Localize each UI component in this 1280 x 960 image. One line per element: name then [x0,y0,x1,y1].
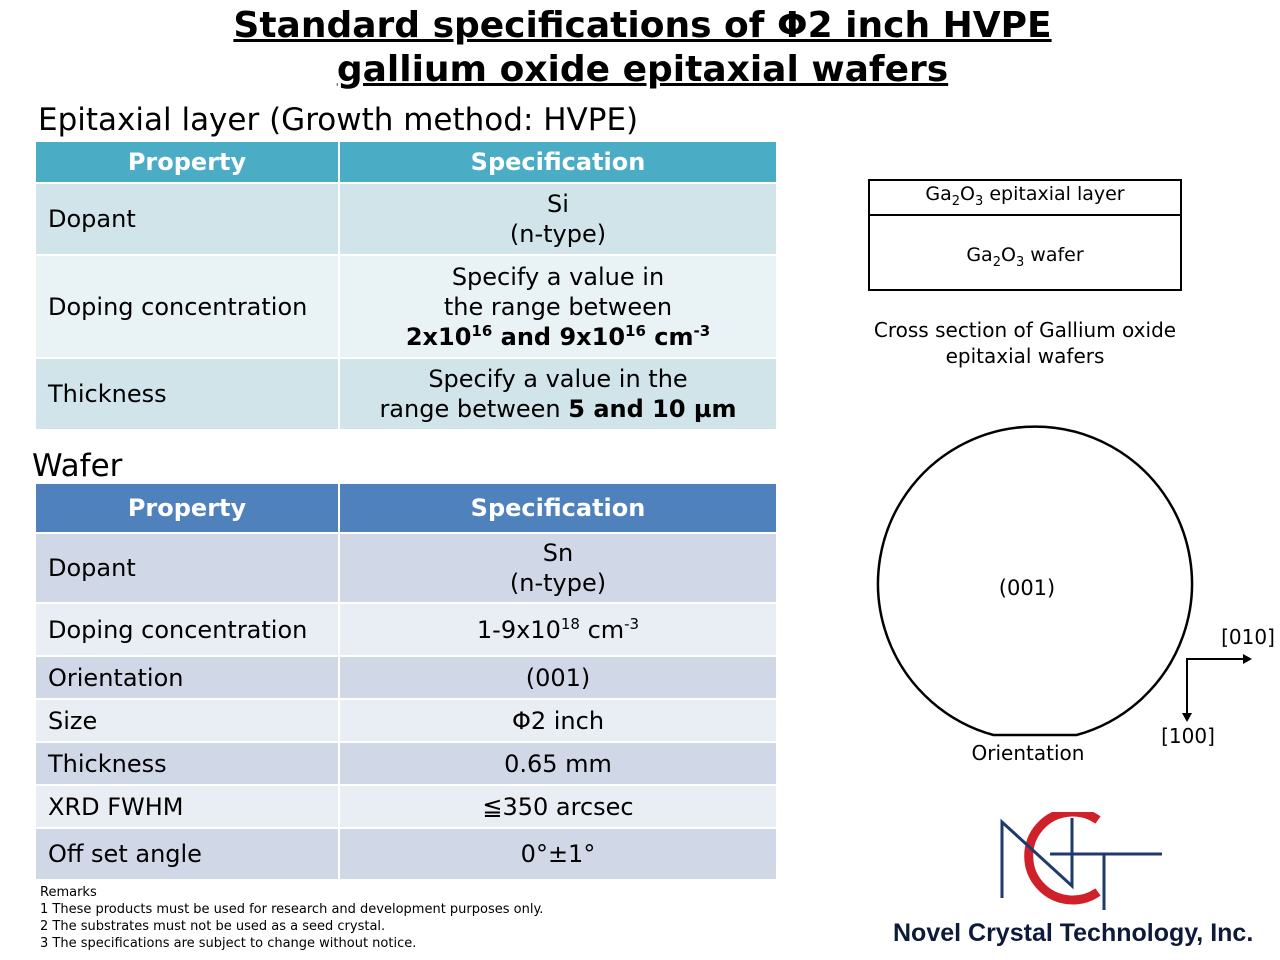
label-part: epitaxial layer [983,183,1125,205]
value-exponent: 16 [625,321,646,340]
table-row: Doping concentration 1-9x1018 cm-3 [34,602,778,657]
table-row: Dopant Si (n-type) [34,182,778,256]
row-label-size: Size [34,698,340,743]
company-logo-icon [1000,812,1162,910]
row-label-thickness: Thickness [34,357,340,431]
wafer-center-label: (001) [999,576,1055,600]
wafer-spec-table: Property Specification Dopant Sn (n-type… [34,482,778,881]
epitaxial-spec-table: Property Specification Dopant Si (n-type… [34,140,778,431]
value-range: 5 and 10 µm [568,395,737,423]
row-label-thickness: Thickness [34,741,340,786]
label-subscript: 2 [951,193,961,209]
value-range: 2x1016 and 9x1016 cm-3 [340,322,776,352]
row-label-doping-concentration: Doping concentration [34,254,340,359]
table-row: Thickness 0.65 mm [34,741,778,786]
table-row: Doping concentration Specify a value in … [34,254,778,359]
label-part: Ga [925,183,952,205]
axis-arrows [1182,654,1252,722]
value-line: range between 5 and 10 µm [340,394,776,424]
value-unit-exponent: -3 [693,321,711,340]
value-line: Specify a value in [451,262,665,291]
value-unit: cm [579,615,625,644]
value-line: Specify a value in the [428,365,688,393]
column-header-specification: Specification [338,482,778,534]
table-row: Thickness Specify a value in the range b… [34,357,778,431]
wafer-layer-label: Ga2O3 wafer [868,244,1182,269]
axis-100-label: [100] [1161,724,1215,748]
label-subscript: 3 [1015,254,1025,270]
axis-010-label: [010] [1221,625,1275,649]
value-line: (n-type) [509,569,607,597]
table-row: Size Φ2 inch [34,698,778,743]
row-label-dopant: Dopant [34,182,340,256]
row-label-xrd-fwhm: XRD FWHM [34,784,340,829]
page-title: Standard specifications of Φ2 inch HVPE … [0,4,1280,92]
column-header-specification: Specification [338,140,778,184]
row-value-off-set-angle: 0°±1° [338,827,778,881]
table-row: Orientation (001) [34,655,778,700]
value-part: and 9x10 [492,322,626,351]
row-label-orientation: Orientation [34,655,340,700]
remark-item: 3 The specifications are subject to chan… [40,936,417,951]
remarks-title: Remarks [40,885,97,900]
value-line: Sn [542,539,574,567]
value-unit: cm [645,322,694,351]
remarks: Remarks 1 These products must be used fo… [40,884,543,952]
label-part: wafer [1024,244,1084,266]
row-value-dopant: Sn (n-type) [338,532,778,604]
wafer-orientation-diagram: (001) Orientation [010] [100] [876,425,1275,765]
value-unit-exponent: -3 [624,614,640,633]
row-value-thickness: Specify a value in the range between 5 a… [338,357,778,431]
row-value-doping-concentration: Specify a value in the range between 2x1… [338,254,778,359]
row-value-thickness: 0.65 mm [338,741,778,786]
value-part: 1-9x10 [476,615,561,644]
row-value-size: Φ2 inch [338,698,778,743]
table-row: Off set angle 0°±1° [34,827,778,881]
table-header-row: Property Specification [34,140,778,184]
label-part: O [960,183,976,205]
table-row: XRD FWHM ≦350 arcsec [34,784,778,829]
epitaxial-layer-label: Ga2O3 epitaxial layer [868,183,1182,208]
epitaxial-layer-heading: Epitaxial layer (Growth method: HVPE) [38,102,639,138]
wafer-heading: Wafer [32,448,123,484]
row-value-doping-concentration: 1-9x1018 cm-3 [338,602,778,657]
caption-line: epitaxial wafers [945,344,1105,368]
arrow-down-icon [1182,713,1192,722]
caption-line: Cross section of Gallium oxide [873,318,1177,342]
label-subscript: 3 [975,193,984,209]
label-part: Ga [966,244,993,266]
row-value-orientation: (001) [338,655,778,700]
row-value-xrd-fwhm: ≦350 arcsec [338,784,778,829]
value-exponent: 18 [560,614,580,633]
value-exponent: 16 [471,321,493,340]
value-line: the range between [443,292,673,321]
row-label-off-set-angle: Off set angle [34,827,340,881]
label-subscript: 2 [992,254,1001,270]
table-row: Dopant Sn (n-type) [34,532,778,604]
value-line: Si [547,190,569,218]
value-part: range between [379,395,569,423]
company-name: Novel Crystal Technology, Inc. [893,919,1254,947]
arrow-right-icon [1243,654,1252,664]
row-label-doping-concentration: Doping concentration [34,602,340,657]
wafer-outline [876,425,1194,737]
value-part: 2x10 [405,322,472,351]
row-value-dopant: Si (n-type) [338,182,778,256]
row-label-dopant: Dopant [34,532,340,604]
cross-section-outline [868,179,1182,291]
orientation-flat-label: Orientation [972,741,1085,765]
title-line-1: Standard specifications of Φ2 inch HVPE [233,5,1052,46]
table-header-row: Property Specification [34,482,778,534]
remark-item: 1 These products must be used for resear… [40,902,544,917]
label-part: O [1000,244,1016,266]
cross-section-caption: Cross section of Gallium oxide epitaxial… [860,317,1190,369]
column-header-property: Property [34,140,340,184]
cross-section-diagram: Ga2O3 epitaxial layer Ga2O3 wafer [868,179,1182,291]
value-line: (n-type) [509,220,607,248]
remark-item: 2 The substrates must not be used as a s… [40,919,386,934]
title-line-2: gallium oxide epitaxial wafers [336,49,949,90]
column-header-property: Property [34,482,340,534]
